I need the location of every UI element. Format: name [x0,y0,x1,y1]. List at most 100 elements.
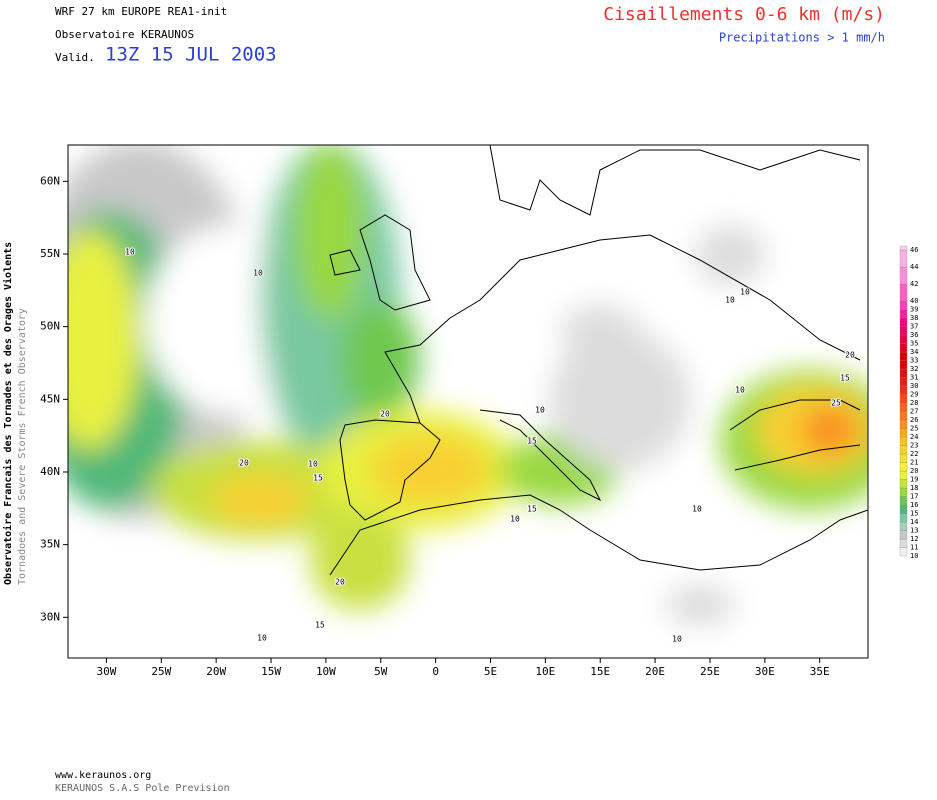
valid-prefix: Valid. [55,51,95,64]
map-frame [67,144,869,659]
contour-label: 15 [527,437,537,446]
colorbar-label: 42 [910,280,918,288]
x-tick-label: 25W [151,665,171,678]
x-tick-label: 30E [755,665,775,678]
colorbar-label: 28 [910,399,918,407]
side-text: Observatoire Francais des Tornades et de… [2,242,14,585]
contour-label: 15 [315,621,325,630]
colorbar-swatch [899,360,908,370]
colorbar-label: 40 [910,297,918,305]
colorbar-label: 44 [910,263,918,271]
contour-label: 25 [831,399,841,408]
x-tick-label: 20W [206,665,226,678]
overlay-title: Precipitations > 1 mm/h [719,31,885,45]
colorbar-swatch [899,436,908,446]
colorbar-swatch [899,411,908,421]
x-tick-label: 30W [96,665,116,678]
x-tick-label: 5W [374,665,388,678]
colorbar-label: 16 [910,501,918,509]
colorbar-swatch [899,368,908,378]
colorbar-swatch [899,351,908,361]
contour-label: 20 [380,410,390,419]
colorbar-label: 29 [910,391,918,399]
valid-time: 13Z 15 JUL 2003 [105,44,277,66]
colorbar-swatch [899,487,908,497]
colorbar-swatch [899,547,908,557]
colorbar-label: 17 [910,493,918,501]
colorbar-swatch [899,504,908,514]
colorbar-label: 36 [910,331,918,339]
x-tick-label: 0 [432,665,439,678]
colorbar-swatch [899,394,908,404]
colorbar-label: 18 [910,484,918,492]
colorbar-swatch [899,245,908,251]
y-tick-label: 60N [40,174,60,187]
colorbar-swatch [899,462,908,472]
colorbar-label: 21 [910,459,918,467]
colorbar-swatch [899,402,908,412]
x-tick-label: 15E [590,665,610,678]
colorbar-swatch [899,530,908,540]
colorbar-swatch [899,521,908,531]
contour-label: 20 [845,351,855,360]
colorbar-swatch [899,266,908,285]
colorbar-label: 22 [910,450,918,458]
contour-label: 10 [308,460,318,469]
contour-label: 10 [510,515,520,524]
colorbar-swatch [899,343,908,353]
colorbar-swatch [899,419,908,429]
colorbar-label: 39 [910,306,918,314]
colorbar-swatch [899,326,908,336]
colorbar-label: 31 [910,374,918,382]
colorbar-label: 15 [910,510,918,518]
colorbar-label: 26 [910,416,918,424]
contour-label: 10 [735,386,745,395]
colorbar-swatch [899,249,908,268]
footer-url: www.keraunos.org [55,770,151,781]
colorbar-label: 19 [910,476,918,484]
contour-label: 10 [725,296,735,305]
contour-label: 10 [672,635,682,644]
colorbar-label: 13 [910,527,918,535]
colorbar-label: 11 [910,544,918,552]
colorbar-swatch [899,385,908,395]
colorbar-swatch [899,377,908,387]
colorbar-label: 30 [910,382,918,390]
colorbar-label: 32 [910,365,918,373]
x-tick-label: 25E [700,665,720,678]
colorbar-label: 38 [910,314,918,322]
x-tick-label: 35E [810,665,830,678]
org: Observatoire KERAUNOS [55,28,194,41]
colorbar-swatch [899,470,908,480]
contour-label: 10 [253,269,263,278]
x-tick-label: 10E [535,665,555,678]
x-tick-label: 10W [316,665,336,678]
colorbar-swatch [899,513,908,523]
contour-label: 15 [527,505,537,514]
contour-label: 20 [335,578,345,587]
colorbar-label: 33 [910,357,918,365]
colorbar-swatch [899,445,908,455]
contour-label: 15 [313,474,323,483]
colorbar-swatch [899,538,908,548]
colorbar-label: 35 [910,340,918,348]
colorbar-label: 25 [910,425,918,433]
colorbar-label: 23 [910,442,918,450]
colorbar-swatch [899,283,908,302]
colorbar-swatch [899,453,908,463]
contour-label: 15 [840,374,850,383]
contour-label: 10 [692,505,702,514]
colorbar-label: 20 [910,467,918,475]
colorbar-label: 46 [910,246,918,254]
y-tick-label: 30N [40,610,60,623]
colorbar-swatch [899,334,908,344]
contour-label: 10 [535,406,545,415]
colorbar-swatch [899,496,908,506]
colorbar-swatch [899,309,908,319]
contour-label: 10 [125,248,135,257]
model: WRF 27 km EUROPE REA1-init [55,5,227,18]
colorbar-label: 27 [910,408,918,416]
y-tick-label: 35N [40,538,60,551]
contour-label: 20 [239,459,249,468]
